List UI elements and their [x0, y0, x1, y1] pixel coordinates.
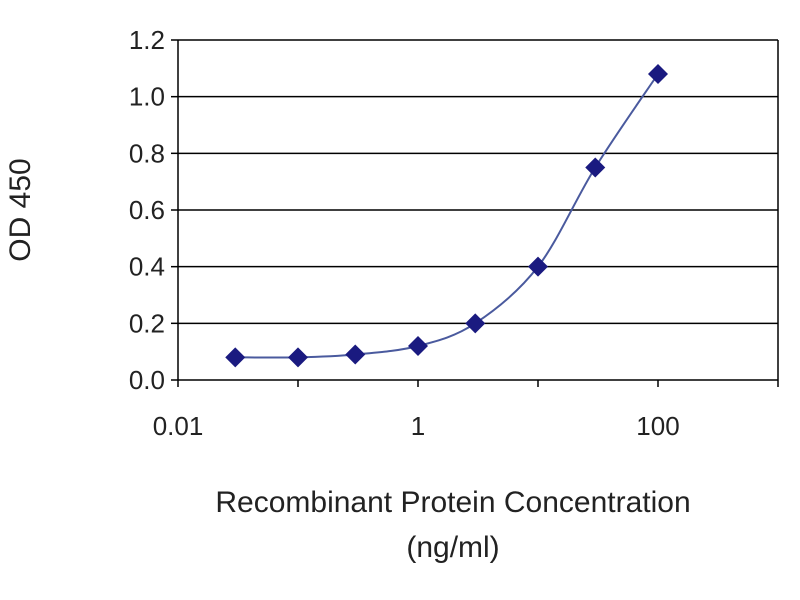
y-tick-label: 0.2: [129, 308, 165, 338]
data-point-marker: [288, 347, 308, 368]
y-tick-label: 1.0: [129, 82, 165, 112]
data-point-marker: [585, 157, 606, 178]
x-tick-label: 0.01: [153, 411, 204, 441]
axis-layer: [171, 39, 779, 387]
fit-curve: [235, 73, 659, 359]
x-tick-label: 100: [636, 411, 679, 441]
data-point-marker: [465, 313, 486, 334]
y-tick-labels: 0.0 0.2 0.4 0.6 0.8 1.0 1.2: [129, 25, 165, 395]
y-tick-label: 0.8: [129, 138, 165, 168]
series-layer: [225, 64, 668, 368]
data-point-marker: [528, 256, 548, 277]
y-axis-title: OD 450: [4, 158, 37, 261]
x-tick-labels: 0.01 1 100: [153, 411, 680, 441]
x-axis-title: Recombinant Protein Concentration: [215, 486, 690, 519]
y-tick-label: 0.4: [129, 252, 165, 282]
data-point-marker: [648, 64, 668, 84]
x-axis-unit: (ng/ml): [406, 531, 499, 564]
y-tick-label: 1.2: [129, 25, 165, 55]
y-tick-label: 0.6: [129, 195, 165, 225]
data-point-marker: [225, 347, 246, 368]
x-tick-label: 1: [411, 411, 425, 441]
data-point-marker: [408, 336, 428, 356]
grid-layer: [178, 39, 778, 325]
y-tick-label: 0.0: [129, 365, 165, 395]
data-point-marker: [345, 344, 366, 365]
